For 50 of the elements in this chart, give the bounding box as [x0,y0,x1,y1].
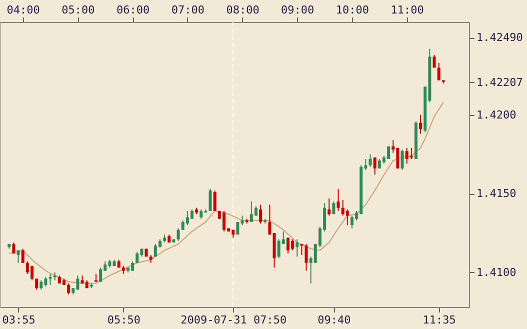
candlestick [400,149,404,171]
candlestick [259,204,262,224]
candlestick [332,201,336,215]
candlestick [35,278,38,290]
candlestick [48,273,52,286]
x-tick-label: 05:50 [107,314,140,326]
x2-tick-label: 09:00 [281,4,314,16]
candlestick [432,54,436,68]
y-tick-label: 1.4100 [476,266,516,279]
candlestick [176,228,180,242]
line-series [8,102,444,284]
candlestick [296,238,299,258]
candlestick [410,147,413,160]
y-tick-label: 1.4200 [476,108,516,122]
x2-tick-label: 05:00 [62,4,95,16]
candlestick [67,282,70,295]
candlestick [373,156,376,176]
candlestick [437,62,440,81]
x2-tick-label: 07:00 [171,4,204,16]
x2-tick-label: 08:00 [226,4,260,16]
x2-tick-label: 06:00 [116,4,150,16]
y-tick-label: 1.42207 [476,76,523,89]
candlestick [300,244,304,256]
x2-tick-label: 10:00 [336,4,370,16]
y-tick-label: 1.4150 [476,187,516,200]
candlestick [336,188,340,212]
candlestick [200,208,203,220]
candlestick [213,190,216,212]
candlestick [40,280,43,290]
candlestick [328,198,331,216]
candlestick [304,244,308,272]
candlestick [419,114,422,134]
candlestick [268,204,272,236]
candlestick [21,248,24,264]
candlestick [190,208,194,220]
x2-tick-label: 11:00 [390,4,424,16]
candlestick [346,208,349,226]
candlestick [12,242,16,254]
candlestick [240,215,244,226]
candlestick [99,267,102,282]
x-tick-label: 11:35 [422,314,456,326]
candlestick [16,250,20,264]
candlestick [136,251,139,264]
x-tick-label: 03:55 [2,314,36,326]
x-tick-label: 09:40 [318,314,351,326]
x2-tick-label: 04:00 [6,4,40,16]
y-tick-label: 1.42490 [476,31,523,44]
candlestick [208,188,212,212]
x-tick-label: 2009-07-31 07:50 [180,314,287,326]
candlestick [368,154,372,168]
